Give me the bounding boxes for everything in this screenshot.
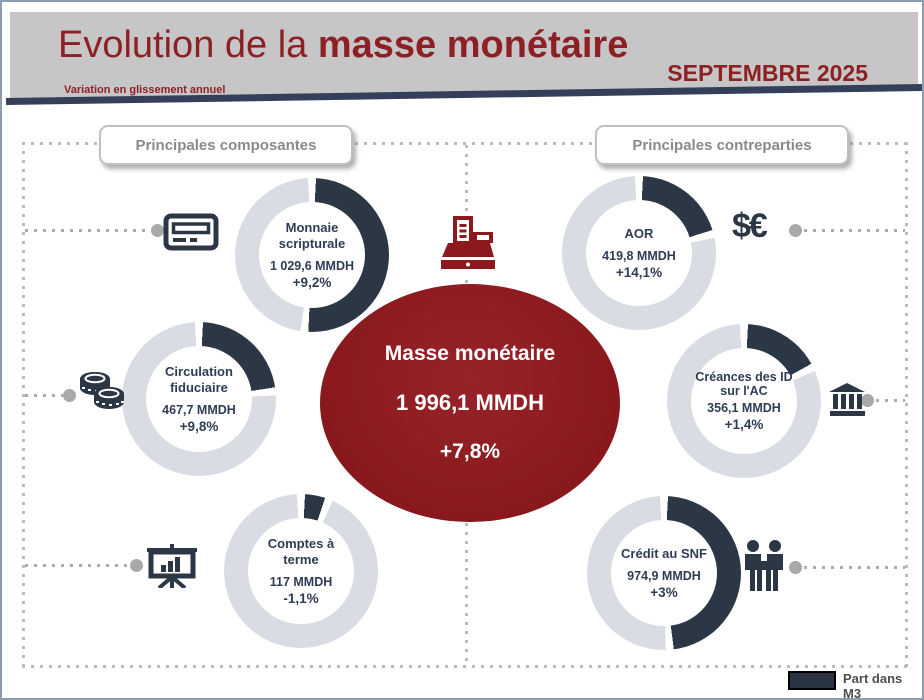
donut-title: Monnaie scripturale — [278, 219, 346, 251]
donut-change: -1,1% — [283, 591, 319, 607]
presentation-chart-icon — [146, 544, 198, 593]
cash-register-icon — [437, 216, 499, 275]
page-title: Evolution de la masse monétaire — [58, 24, 628, 67]
legend-label: Part dans M3 — [843, 671, 903, 700]
donut-title: AOR — [624, 225, 654, 241]
connector-dot — [130, 559, 143, 572]
donut-credit-snf: Crédit au SNF 974,9 MMDH +3% — [587, 496, 741, 650]
page-title-regular: Evolution de la — [58, 24, 318, 66]
donut-title: Comptes à terme — [267, 535, 335, 567]
donut-value: 419,8 MMDH — [602, 249, 676, 264]
credit-card-icon — [163, 213, 219, 256]
total-change: +7,8% — [439, 440, 501, 463]
donut-aor: AOR 419,8 MMDH +14,1% — [562, 176, 716, 330]
donut-change: +14,1% — [615, 265, 663, 281]
donut-center: Monnaie scripturale 1 029,6 MMDH +9,2% — [259, 202, 365, 308]
donut-change: +1,4% — [724, 417, 764, 433]
connector-line — [25, 229, 150, 232]
donut-center: Crédit au SNF 974,9 MMDH +3% — [611, 520, 717, 626]
donut-title: Créances des ID sur l'AC — [695, 369, 793, 398]
connector-line — [25, 564, 129, 567]
page-title-bold: masse monétaire — [317, 24, 629, 66]
donut-change: +9,2% — [292, 275, 332, 291]
donut-change: +9,8% — [179, 419, 219, 435]
connector-dot — [63, 389, 76, 402]
connector-dot — [861, 394, 874, 407]
donut-value: 974,9 MMDH — [627, 569, 701, 584]
total-money-supply-bubble: Masse monétaire 1 996,1 MMDH +7,8% — [320, 284, 620, 522]
report-date: SEPTEMBRE 2025 — [667, 60, 868, 86]
legend-swatch — [788, 671, 836, 690]
donut-comptes-a-terme: Comptes à terme 117 MMDH -1,1% — [224, 494, 378, 648]
connector-line — [876, 399, 905, 402]
connector-dot — [789, 561, 802, 574]
donut-center: Créances des ID sur l'AC 356,1 MMDH +1,4… — [691, 348, 797, 454]
donut-creances-id-ac: Créances des ID sur l'AC 356,1 MMDH +1,4… — [667, 324, 821, 478]
section-label-composantes: Principales composantes — [99, 125, 353, 165]
donut-center: AOR 419,8 MMDH +14,1% — [586, 200, 692, 306]
connector-line — [804, 229, 905, 232]
donut-value: 467,7 MMDH — [162, 403, 236, 418]
people-icon — [741, 540, 787, 597]
bank-icon — [828, 383, 866, 422]
donut-change: +3% — [650, 585, 678, 601]
coins-icon — [76, 368, 128, 419]
donut-value: 1 029,6 MMDH — [269, 259, 355, 274]
frame-left-border — [22, 142, 25, 668]
total-title: Masse monétaire — [384, 342, 556, 365]
frame-top-border — [22, 142, 908, 145]
connector-dot — [789, 224, 802, 237]
connector-dot — [151, 224, 164, 237]
section-label-contreparties: Principales contreparties — [595, 125, 849, 165]
donut-title: Circulation fiduciaire — [165, 363, 233, 395]
connector-line — [804, 566, 905, 569]
dollar-euro-icon: $€ — [732, 207, 768, 245]
donut-monnaie-scripturale: Monnaie scripturale 1 029,6 MMDH +9,2% — [235, 178, 389, 332]
donut-center: Comptes à terme 117 MMDH -1,1% — [248, 518, 354, 624]
frame-bottom-border — [22, 665, 908, 668]
page-subtitle: Variation en glissement annuel — [64, 84, 226, 96]
donut-value: 117 MMDH — [269, 575, 333, 590]
donut-value: 356,1 MMDH — [707, 401, 781, 416]
donut-center: Circulation fiduciaire 467,7 MMDH +9,8% — [146, 346, 252, 452]
donut-title: Crédit au SNF — [621, 545, 707, 561]
total-value: 1 996,1 MMDH — [396, 390, 544, 415]
connector-line — [25, 394, 63, 397]
frame-right-border — [905, 142, 908, 668]
donut-circulation-fiduciaire: Circulation fiduciaire 467,7 MMDH +9,8% — [122, 322, 276, 476]
